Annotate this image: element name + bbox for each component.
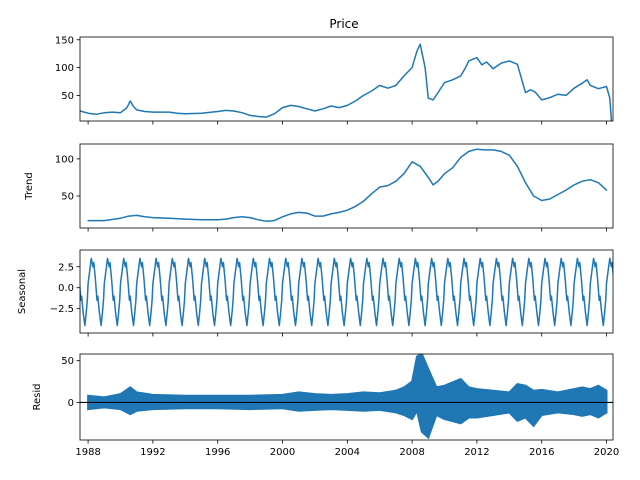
seasonal-x-ticks	[87, 333, 607, 337]
resid-x-tick-label: 2000	[270, 447, 295, 458]
trend-y-axis-label: Trend	[24, 172, 35, 200]
price-series-line	[80, 43, 613, 121]
resid-x-tick-label: 2016	[529, 447, 554, 458]
resid-x-tick-label: 2020	[594, 447, 619, 458]
price-y-ticks: 50 100 150	[55, 35, 80, 102]
resid-x-tick-label: 2012	[464, 447, 489, 458]
resid-axes-frame	[79, 353, 614, 441]
resid-x-tick-label: 1992	[140, 447, 165, 458]
chart-title: Price	[329, 17, 358, 31]
resid-x-tick-label: 2004	[335, 447, 360, 458]
seasonal-y-ticks: −2.5 0.0 2.5	[50, 262, 80, 315]
price-panel: 50 100 150	[55, 35, 614, 125]
seasonal-y-axis-label: Seasonal	[17, 269, 28, 314]
price-y-tick-label: 150	[55, 35, 74, 46]
resid-x-tick-label: 2008	[399, 447, 424, 458]
resid-panel: Resid 0 50 1988 1992 1996 2000 2004 2008 2012 20…	[32, 353, 619, 458]
resid-x-tick-label: 1988	[75, 447, 100, 458]
seasonal-panel: Seasonal −2.5 0.0 2.5	[17, 249, 614, 337]
trend-y-tick-label: 50	[61, 192, 74, 203]
resid-residual-points	[87, 354, 608, 440]
price-x-ticks	[87, 121, 607, 125]
trend-y-tick-label: 100	[55, 154, 74, 165]
resid-y-ticks: 0 50	[61, 356, 80, 409]
trend-axes-frame	[79, 143, 614, 229]
resid-y-axis-label: Resid	[32, 384, 43, 411]
trend-plot	[87, 148, 608, 223]
seasonal-y-tick-label: −2.5	[50, 304, 74, 315]
resid-x-tick-label: 1996	[205, 447, 230, 458]
seasonal-axes-frame	[79, 249, 614, 334]
resid-y-tick-label: 50	[61, 356, 74, 367]
seasonal-y-tick-label: 0.0	[58, 283, 74, 294]
trend-panel: Trend 50 100	[24, 143, 614, 232]
trend-series-line	[87, 148, 608, 223]
seasonal-plot	[80, 257, 613, 327]
seasonal-series-line	[80, 257, 613, 327]
resid-plot	[80, 354, 613, 440]
resid-y-tick-label: 0	[68, 398, 74, 409]
trend-x-ticks	[87, 228, 607, 232]
price-axes-frame	[79, 36, 614, 122]
trend-y-ticks: 50 100	[55, 154, 80, 203]
price-y-tick-label: 100	[55, 63, 74, 74]
resid-x-ticks: 1988 1992 1996 2000 2004 2008 2012 2016 2020	[75, 440, 619, 458]
seasonal-y-tick-label: 2.5	[58, 262, 74, 273]
price-plot	[80, 43, 613, 121]
price-y-tick-label: 50	[61, 91, 74, 102]
